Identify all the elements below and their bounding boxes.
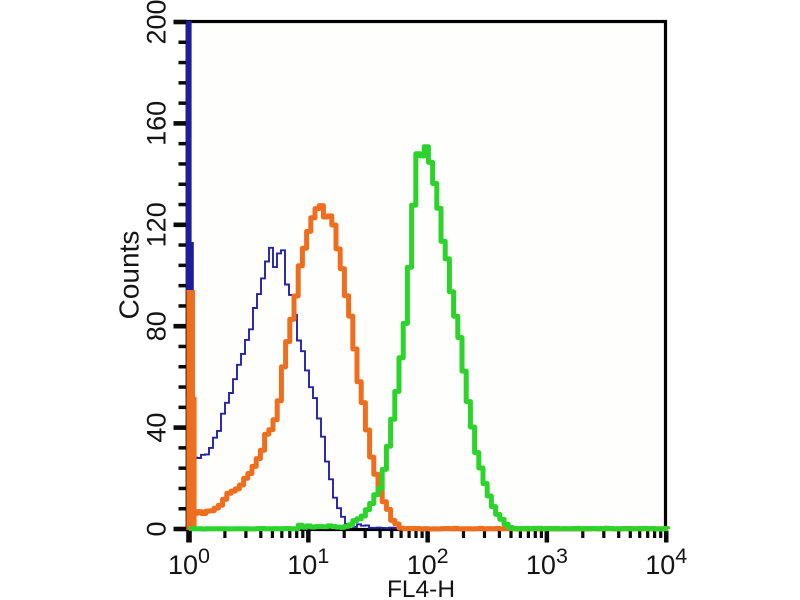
- svg-text:120: 120: [142, 202, 172, 247]
- svg-text:FL4-H: FL4-H: [387, 576, 455, 600]
- svg-text:103: 103: [526, 544, 568, 580]
- svg-text:0: 0: [142, 521, 172, 536]
- svg-text:160: 160: [142, 101, 172, 146]
- svg-text:80: 80: [142, 311, 172, 341]
- svg-text:40: 40: [142, 413, 172, 443]
- svg-text:200: 200: [142, 0, 172, 45]
- svg-text:Counts: Counts: [114, 231, 145, 320]
